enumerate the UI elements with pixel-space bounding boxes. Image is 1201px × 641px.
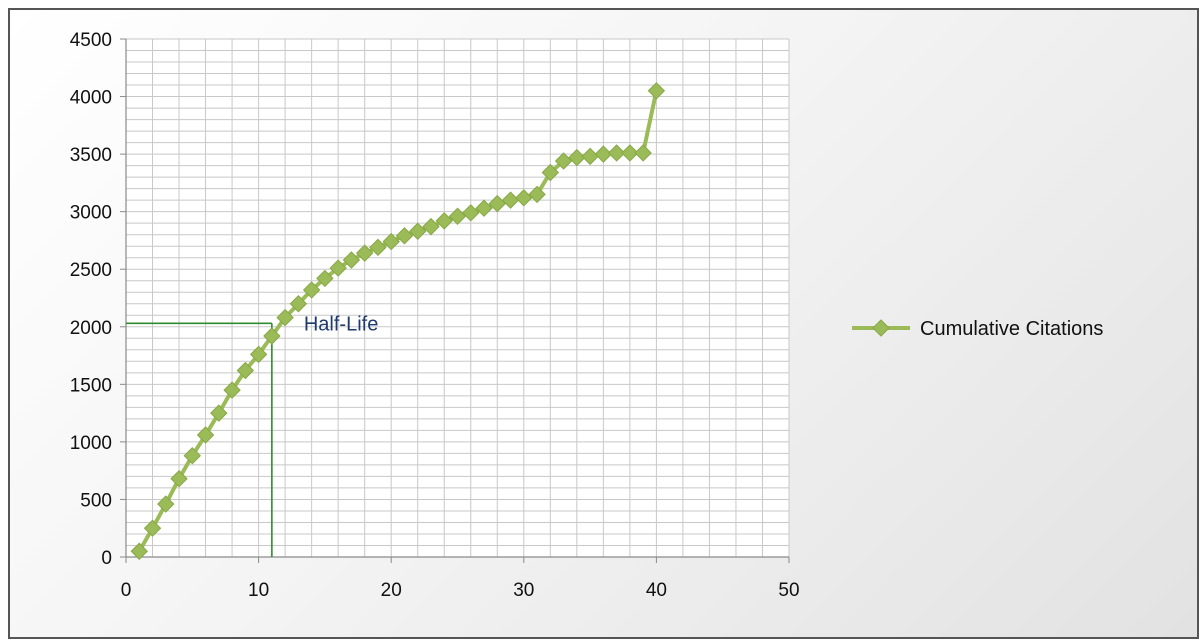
data-point <box>634 144 652 162</box>
data-point <box>554 152 573 170</box>
half-life-label: Half-Life <box>304 313 378 335</box>
half-life-annotation: Half-Life <box>126 313 378 557</box>
data-point <box>369 238 387 257</box>
data-point <box>541 163 560 182</box>
x-tick-label: 50 <box>778 580 799 601</box>
legend: Cumulative Citations <box>852 318 1103 340</box>
data-point <box>130 542 148 560</box>
plot-area <box>126 39 789 557</box>
data-point <box>462 204 480 222</box>
data-point <box>263 327 281 345</box>
x-tick-label: 40 <box>646 580 667 601</box>
data-point <box>223 381 241 399</box>
data-point <box>568 148 586 167</box>
data-point <box>515 189 533 207</box>
data-point <box>647 82 666 100</box>
data-point <box>355 244 374 262</box>
data-point <box>435 212 453 230</box>
data-point <box>409 222 427 240</box>
plot-background <box>126 39 789 557</box>
data-point <box>302 281 321 299</box>
data-point <box>621 144 639 162</box>
chart-frame: 0 500 1000 1500 2000 2500 3000 3500 4000 4500 0 10 2… <box>8 8 1199 639</box>
y-tick-label: 1000 <box>70 433 112 454</box>
y-tick-label: 4500 <box>70 30 112 51</box>
data-point <box>289 295 308 313</box>
data-point <box>594 145 613 163</box>
legend-label: Cumulative Citations <box>920 318 1103 340</box>
data-point <box>607 144 626 162</box>
data-point <box>143 519 162 537</box>
y-tick-label: 3500 <box>70 145 112 166</box>
data-point <box>157 495 175 513</box>
data-point <box>276 308 294 327</box>
data-point <box>448 207 467 225</box>
y-tick-label: 1500 <box>70 375 112 396</box>
data-point <box>488 194 506 213</box>
axes: 0 500 1000 1500 2000 2500 3000 3500 4000 4500 0 10 2… <box>70 30 800 601</box>
data-point <box>236 361 255 380</box>
y-tick-label: 2500 <box>70 260 112 281</box>
y-tick-label: 500 <box>80 490 112 511</box>
y-tick-label: 3000 <box>70 203 112 224</box>
chart-svg: 0 500 1000 1500 2000 2500 3000 3500 4000 4500 0 10 2… <box>70 30 1104 601</box>
data-point <box>475 199 493 217</box>
data-point <box>395 227 414 245</box>
x-tick-label: 0 <box>121 580 132 601</box>
y-tick-label: 2000 <box>70 318 112 339</box>
data-point <box>196 426 215 444</box>
data-point <box>316 269 334 288</box>
data-point <box>528 185 546 204</box>
y-tick-label: 4000 <box>70 88 112 109</box>
grid <box>125 38 790 558</box>
data-point <box>422 217 440 236</box>
data-point <box>170 470 188 488</box>
legend-marker <box>872 319 890 337</box>
data-point <box>183 446 202 465</box>
data-point <box>342 251 361 269</box>
x-tick-label: 10 <box>248 580 269 601</box>
y-tick-label: 0 <box>101 548 112 569</box>
data-point <box>382 232 400 251</box>
x-tick-label: 20 <box>381 580 402 601</box>
data-point <box>210 404 228 422</box>
series-group <box>130 82 666 560</box>
data-point <box>329 259 347 277</box>
x-tick-label: 30 <box>513 580 534 601</box>
data-point <box>249 345 268 364</box>
